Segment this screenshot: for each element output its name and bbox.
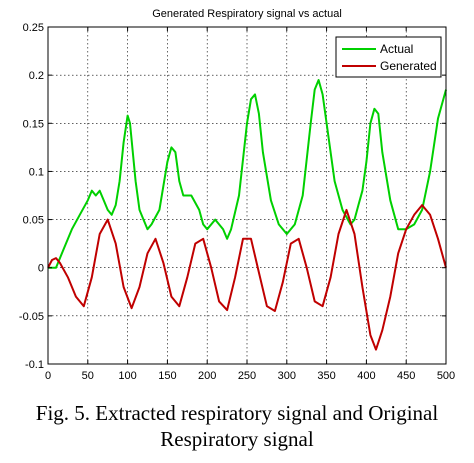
- legend-label-generated: Generated: [380, 59, 437, 73]
- y-tick-label: -0.05: [19, 311, 44, 323]
- plot-lines: [47, 79, 447, 351]
- legend-box: [335, 36, 442, 78]
- x-tick-label: 150: [158, 370, 176, 382]
- x-tick-label: 100: [118, 370, 136, 382]
- y-tick-label: 0.1: [29, 166, 44, 178]
- legend-label-actual: Actual: [380, 42, 413, 56]
- figure-caption-line-1: Fig. 5. Extracted respiratory signal and…: [35, 401, 439, 425]
- x-tick-label: 0: [45, 370, 51, 382]
- x-tick-label: 500: [437, 370, 455, 382]
- y-tick-label: -0.1: [25, 359, 44, 371]
- x-tick-label: 250: [238, 370, 256, 382]
- figure-caption-line-2: Respiratory signal: [160, 427, 314, 451]
- x-tick-label: 300: [278, 370, 296, 382]
- series-line-actual: [48, 79, 447, 269]
- grid: [48, 27, 446, 364]
- x-tick-label: 400: [357, 370, 375, 382]
- x-tick-label: 200: [198, 370, 216, 382]
- legend: Actual Generated: [335, 36, 442, 78]
- y-tick-label: 0.2: [29, 70, 44, 82]
- chart-title: Generated Respiratory signal vs actual: [152, 8, 342, 20]
- x-tick-label: 350: [317, 370, 335, 382]
- y-tick-label: 0: [38, 263, 44, 275]
- series-line-generated: [47, 204, 447, 351]
- axis-ticks: 0 50 100 150 200 250 300 350 400 450 500 -0.1 -0.05 0…: [19, 22, 455, 382]
- y-tick-label: 0.05: [23, 215, 44, 227]
- y-tick-label: 0.25: [23, 22, 44, 34]
- x-tick-label: 50: [82, 370, 94, 382]
- x-tick-label: 450: [397, 370, 415, 382]
- y-tick-label: 0.15: [23, 118, 44, 130]
